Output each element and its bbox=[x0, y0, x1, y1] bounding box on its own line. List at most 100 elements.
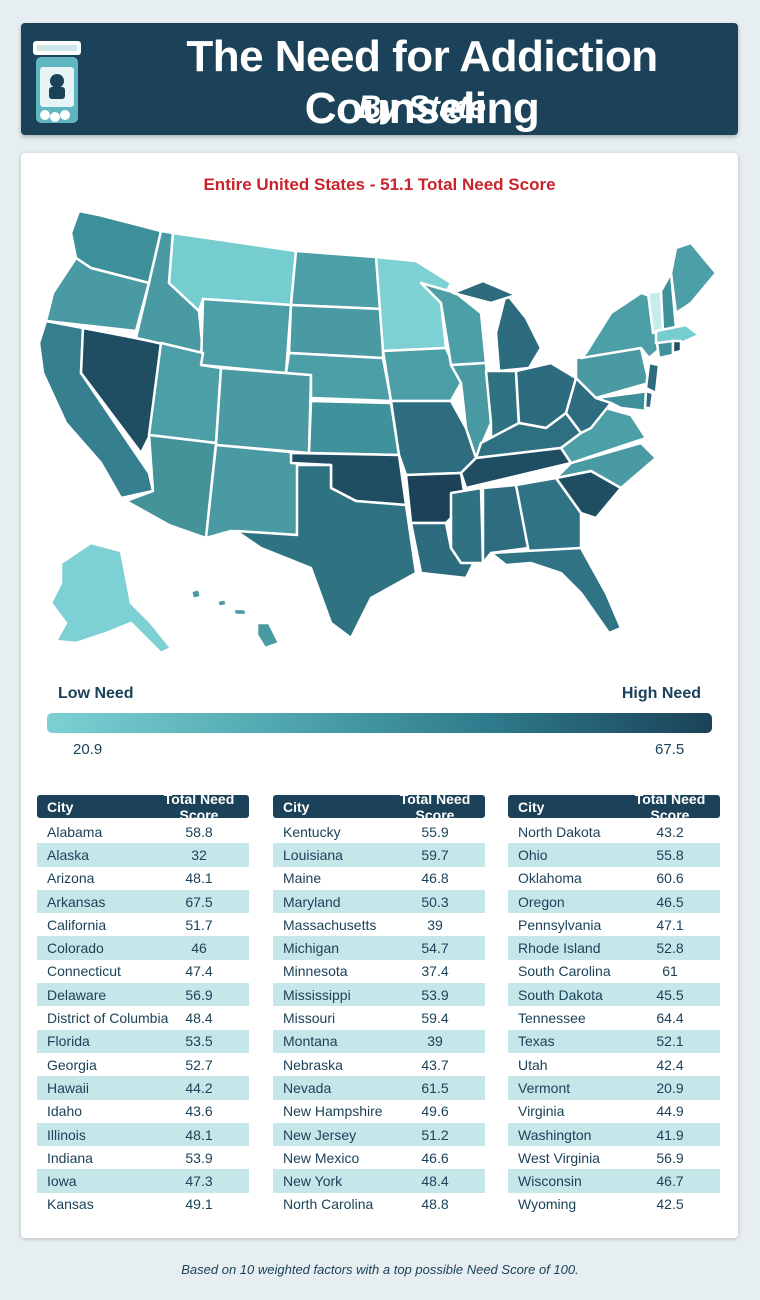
need-score: 45.5 bbox=[656, 986, 684, 1003]
table-row: Tennessee 64.4 bbox=[508, 1006, 720, 1029]
table-row: West Virginia 56.9 bbox=[508, 1146, 720, 1169]
header-banner: The Need for Addiction Counseling By Sta… bbox=[21, 23, 738, 135]
need-score: 47.4 bbox=[185, 963, 213, 980]
need-score: 44.2 bbox=[185, 1079, 213, 1096]
pill-bottle-icon bbox=[33, 41, 81, 123]
table-row: Iowa 47.3 bbox=[37, 1169, 249, 1193]
table-row: Nebraska 43.7 bbox=[273, 1053, 485, 1076]
need-score: 51.7 bbox=[185, 916, 213, 933]
table-row: Delaware 56.9 bbox=[37, 983, 249, 1007]
state-name: Idaho bbox=[47, 1103, 83, 1120]
state-name: Georgia bbox=[47, 1056, 97, 1073]
table-row: Mississippi 53.9 bbox=[273, 983, 485, 1007]
state-name: Wyoming bbox=[518, 1196, 577, 1213]
need-score: 59.7 bbox=[421, 846, 449, 863]
state-minnesota bbox=[374, 255, 453, 353]
need-score: 47.1 bbox=[656, 916, 684, 933]
state-name: New Hampshire bbox=[283, 1103, 383, 1120]
need-score: 48.1 bbox=[185, 1126, 213, 1143]
need-score: 44.9 bbox=[656, 1103, 684, 1120]
legend-gradient-bar bbox=[47, 713, 712, 733]
need-score: 46.7 bbox=[656, 1173, 684, 1190]
state-name: Alabama bbox=[47, 823, 103, 840]
state-name: Washington bbox=[518, 1126, 592, 1143]
need-score: 55.8 bbox=[656, 846, 684, 863]
score-table-1: City Total Need Score Alabama 58.8 Alaska 3… bbox=[37, 791, 249, 1216]
state-name: Utah bbox=[518, 1056, 548, 1073]
state-name: Illinois bbox=[47, 1126, 86, 1143]
table-row: Virginia 44.9 bbox=[508, 1100, 720, 1123]
need-score: 67.5 bbox=[185, 893, 213, 910]
table-row: Hawaii 44.2 bbox=[37, 1076, 249, 1100]
state-name: Ohio bbox=[518, 846, 548, 863]
table-row: Connecticut 47.4 bbox=[37, 960, 249, 983]
state-name: North Carolina bbox=[283, 1196, 374, 1213]
state-mississippi bbox=[449, 486, 485, 565]
legend-min-value: 20.9 bbox=[73, 741, 103, 758]
need-score: 60.6 bbox=[656, 870, 684, 887]
table-row: South Dakota 45.5 bbox=[508, 983, 720, 1007]
need-score: 53.9 bbox=[185, 1149, 213, 1166]
table-row: Ohio 55.8 bbox=[508, 843, 720, 867]
state-name: South Carolina bbox=[518, 963, 611, 980]
header-score: Total Need Score bbox=[163, 790, 235, 823]
need-score: 58.8 bbox=[185, 823, 213, 840]
need-score: 54.7 bbox=[421, 940, 449, 957]
need-score: 46.8 bbox=[421, 870, 449, 887]
table-row: California 51.7 bbox=[37, 913, 249, 936]
state-connecticut bbox=[655, 339, 675, 360]
state-new-mexico bbox=[204, 443, 303, 540]
footnote: Based on 10 weighted factors with a top … bbox=[181, 1262, 579, 1277]
need-score: 56.9 bbox=[185, 986, 213, 1003]
state-alaska bbox=[49, 541, 173, 655]
need-score: 32 bbox=[191, 846, 207, 863]
state-georgia bbox=[514, 476, 583, 555]
table-row: Georgia 52.7 bbox=[37, 1053, 249, 1076]
map-title: Entire United States - 51.1 Total Need S… bbox=[203, 175, 556, 194]
state-name: Pennsylvania bbox=[518, 916, 602, 933]
state-name: New Mexico bbox=[283, 1149, 360, 1166]
state-new-jersey bbox=[644, 361, 661, 395]
state-name: Hawaii bbox=[47, 1079, 90, 1096]
table-row: Arkansas 67.5 bbox=[37, 889, 249, 914]
state-name: Florida bbox=[47, 1033, 90, 1050]
table-row: Alaska 32 bbox=[37, 843, 249, 867]
state-delaware bbox=[643, 389, 655, 410]
state-maine bbox=[669, 241, 718, 315]
state-name: Colorado bbox=[47, 940, 104, 957]
header-score: Total Need Score bbox=[399, 790, 471, 823]
need-score: 42.4 bbox=[656, 1056, 684, 1073]
table-row: New York 48.4 bbox=[273, 1169, 485, 1193]
need-score: 48.8 bbox=[421, 1196, 449, 1213]
state-name: Rhode Island bbox=[518, 940, 601, 957]
state-name: North Dakota bbox=[518, 823, 601, 840]
table-row: Missouri 59.4 bbox=[273, 1006, 485, 1029]
state-wyoming bbox=[199, 297, 293, 375]
state-name: Virginia bbox=[518, 1103, 565, 1120]
table-row: New Hampshire 49.6 bbox=[273, 1100, 485, 1123]
table-row: Nevada 61.5 bbox=[273, 1076, 485, 1100]
legend-high-label: High Need bbox=[621, 685, 701, 702]
state-maryland bbox=[594, 389, 651, 413]
state-name: West Virginia bbox=[518, 1149, 600, 1166]
need-score: 20.9 bbox=[656, 1079, 684, 1096]
need-score: 46.6 bbox=[421, 1149, 449, 1166]
state-name: Kansas bbox=[47, 1196, 94, 1213]
state-name: Massachusetts bbox=[283, 916, 377, 933]
state-rhode-island bbox=[671, 339, 683, 355]
table-row: North Dakota 43.2 bbox=[508, 820, 720, 843]
need-score: 39 bbox=[427, 916, 443, 933]
need-score: 53.5 bbox=[185, 1033, 213, 1050]
state-name: Kentucky bbox=[283, 823, 341, 840]
need-score: 46.5 bbox=[656, 893, 684, 910]
state-florida bbox=[489, 546, 623, 635]
state-name: Vermont bbox=[518, 1079, 571, 1096]
state-name: New York bbox=[283, 1173, 343, 1190]
table-row: South Carolina 61 bbox=[508, 960, 720, 983]
state-name: Wisconsin bbox=[518, 1173, 582, 1190]
table-row: Massachusetts 39 bbox=[273, 913, 485, 936]
state-name: Nebraska bbox=[283, 1056, 343, 1073]
state-kansas bbox=[307, 399, 401, 457]
need-score: 61.5 bbox=[421, 1079, 449, 1096]
table-row: Florida 53.5 bbox=[37, 1029, 249, 1053]
